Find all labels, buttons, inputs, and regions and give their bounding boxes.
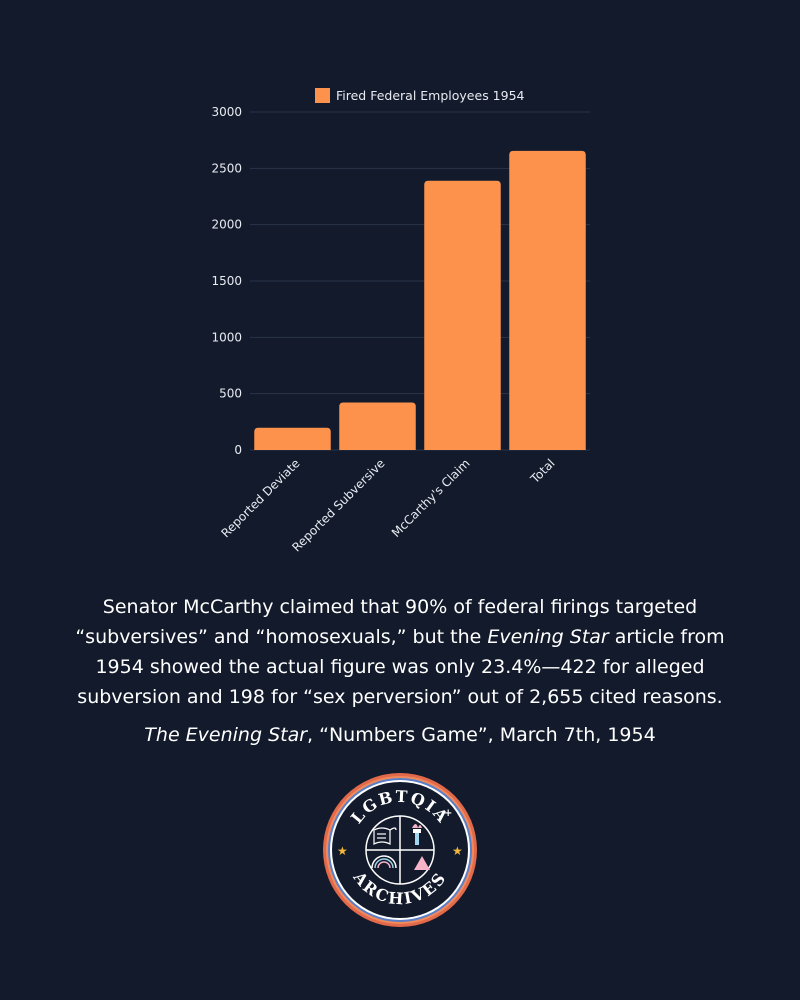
chart-gridlines bbox=[250, 111, 590, 451]
citation-source-italic: The Evening Star bbox=[144, 724, 308, 746]
torch-icon bbox=[412, 824, 422, 845]
chart-bars bbox=[254, 150, 586, 450]
y-tick-label: 2500 bbox=[211, 161, 242, 175]
x-category-label: McCarthy's Claim bbox=[389, 456, 473, 540]
citation-details: , “Numbers Game”, March 7th, 1954 bbox=[307, 724, 656, 746]
x-category-label: Reported Deviate bbox=[218, 456, 302, 540]
y-tick-label: 0 bbox=[234, 443, 242, 457]
caption-text-end: article from 1954 showed the actual figu… bbox=[77, 626, 725, 708]
star-icon-right: ★ bbox=[452, 844, 463, 858]
legend-swatch bbox=[315, 88, 330, 103]
y-tick-label: 3000 bbox=[211, 105, 242, 119]
bar bbox=[424, 180, 501, 450]
triangle-icon bbox=[414, 856, 430, 870]
logo-plus: + bbox=[444, 808, 454, 819]
y-tick-label: 1500 bbox=[211, 274, 242, 288]
x-category-label: Reported Subversive bbox=[289, 456, 387, 554]
caption-source-italic: Evening Star bbox=[487, 626, 609, 648]
bar-chart: 0 500 1000 1500 2000 2500 3000 Reported Deviat… bbox=[211, 88, 590, 554]
y-tick-label: 2000 bbox=[211, 218, 242, 232]
y-axis-ticks: 0 500 1000 1500 2000 2500 3000 bbox=[211, 105, 242, 457]
chart-legend: Fired Federal Employees 1954 bbox=[315, 88, 525, 103]
bar bbox=[254, 427, 331, 450]
star-icon-left: ★ bbox=[337, 844, 348, 858]
lgbtqia-archives-logo: LGBTQIA + ARCHIVES ★ ★ bbox=[323, 773, 477, 927]
y-tick-label: 1000 bbox=[211, 330, 242, 344]
book-icon bbox=[373, 827, 397, 845]
logo-emblem bbox=[365, 815, 435, 885]
legend-label: Fired Federal Employees 1954 bbox=[336, 88, 525, 103]
bar bbox=[339, 402, 416, 450]
caption-text-start: Senator McCarthy claimed that 90% of fed… bbox=[75, 596, 698, 648]
chart-caption: Senator McCarthy claimed that 90% of fed… bbox=[60, 592, 740, 712]
rainbow-icon bbox=[371, 855, 397, 869]
bar bbox=[509, 150, 586, 450]
x-category-label: Total bbox=[527, 456, 557, 486]
y-tick-label: 500 bbox=[219, 387, 242, 401]
source-citation: The Evening Star, “Numbers Game”, March … bbox=[60, 720, 740, 750]
